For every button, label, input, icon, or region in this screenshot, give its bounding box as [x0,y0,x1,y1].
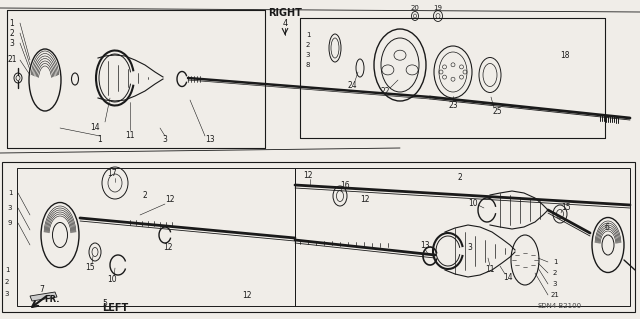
Text: RIGHT: RIGHT [268,8,302,18]
Text: 21: 21 [7,56,17,64]
Text: 1: 1 [98,136,102,145]
Bar [295,168,630,306]
Text: 12: 12 [243,292,252,300]
Text: 22: 22 [380,87,390,97]
Text: 2: 2 [553,270,557,276]
Text: 21: 21 [550,292,559,298]
Text: FR.: FR. [44,295,60,305]
Text: 18: 18 [560,50,570,60]
Text: 1: 1 [553,259,557,265]
Text: 7: 7 [40,286,44,294]
Bar [2,162,635,312]
Text: 12: 12 [360,196,370,204]
Text: 2: 2 [458,173,462,182]
Text: 3: 3 [4,291,9,297]
Text: 5: 5 [102,300,108,308]
Text: 3: 3 [306,52,310,58]
Text: 16: 16 [340,181,350,189]
Text: 8: 8 [306,62,310,68]
Text: 10: 10 [468,199,478,209]
Text: 11: 11 [125,130,135,139]
Text: 3: 3 [10,39,15,48]
Text: 12: 12 [163,243,173,253]
Text: 14: 14 [90,123,100,132]
Text: 23: 23 [448,100,458,109]
Text: 11: 11 [485,265,495,275]
Text: 3: 3 [8,205,12,211]
Text: SDN4-B2100: SDN4-B2100 [538,303,582,309]
Text: 14: 14 [503,273,513,283]
Text: 3: 3 [553,281,557,287]
Text: 6: 6 [605,224,609,233]
Text: 25: 25 [492,108,502,116]
Text: 19: 19 [433,5,442,11]
Text: 12: 12 [303,170,313,180]
Text: 15: 15 [561,203,571,211]
Text: 13: 13 [205,136,215,145]
Text: 10: 10 [107,276,117,285]
Text: 2: 2 [10,28,14,38]
Polygon shape [30,292,57,301]
Text: 4: 4 [282,19,287,28]
Text: 20: 20 [411,5,419,11]
Text: 1: 1 [10,19,14,27]
Text: 13: 13 [420,241,430,249]
Text: 15: 15 [85,263,95,272]
Text: 24: 24 [347,80,357,90]
Text: 2: 2 [5,279,9,285]
Text: 17: 17 [107,169,117,179]
Text: 9: 9 [8,220,12,226]
Text: 3: 3 [468,242,472,251]
Text: 2: 2 [306,42,310,48]
Bar [17,168,295,306]
Text: 1: 1 [306,32,310,38]
Text: 12: 12 [165,196,175,204]
Text: 1: 1 [4,267,9,273]
Text: 3: 3 [163,136,168,145]
Text: LEFT: LEFT [102,303,128,313]
Text: 1: 1 [8,190,12,196]
Text: 2: 2 [143,190,147,199]
